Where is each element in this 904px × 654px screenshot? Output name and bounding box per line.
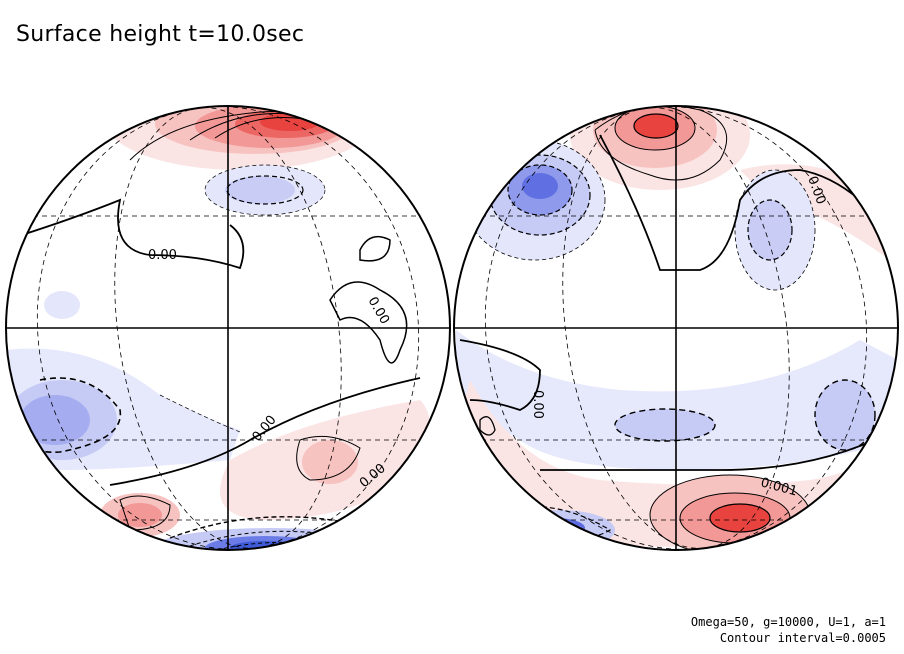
- parameters-footer: Omega=50, g=10000, U=1, a=1 Contour inte…: [691, 614, 886, 646]
- left-hemisphere-outline: [5, 105, 451, 551]
- contour-label: 0.00: [530, 390, 545, 419]
- left-hemisphere: 0.00 0.00 0.00 0.00: [5, 105, 451, 551]
- right-hemisphere: 0.00 0.00 0.001: [453, 105, 899, 551]
- contour-label: 0.00: [148, 248, 177, 263]
- contour-label: 0.00: [365, 295, 392, 328]
- page-title: Surface height t=10.0sec: [16, 22, 305, 47]
- right-hemisphere-outline: [453, 105, 899, 551]
- model-parameters: Omega=50, g=10000, U=1, a=1: [690, 615, 886, 629]
- contour-interval: Contour interval=0.0005: [719, 631, 886, 645]
- right-shading: [454, 106, 898, 550]
